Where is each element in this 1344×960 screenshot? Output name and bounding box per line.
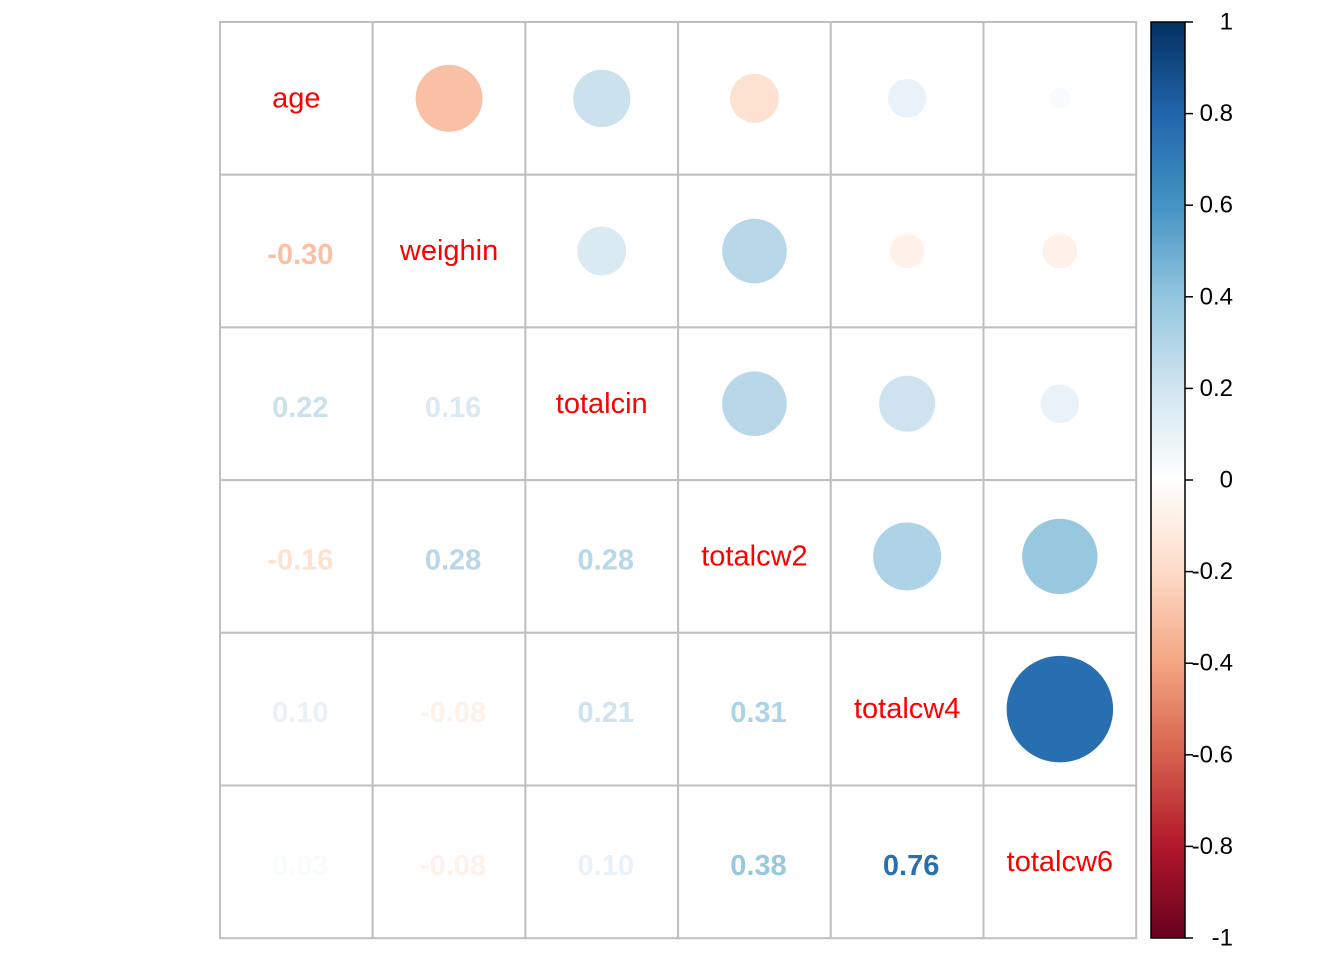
correlation-circle [415, 64, 483, 132]
coefficient-label: 0.03 [272, 850, 328, 882]
correlation-circle [722, 371, 787, 437]
coefficient-label: -0.16 [267, 544, 333, 576]
colorbar-tick-label: -0.4 [1192, 650, 1233, 677]
matrix-cell [677, 479, 832, 634]
coefficient-label: -0.08 [420, 850, 486, 882]
correlation-circle [573, 69, 631, 127]
correlation-circle [730, 73, 779, 123]
colorbar: 1 0.8 0.6 0.4 0.2 0 -0.2 -0.4 -0.6 -0.8 -1 [1150, 9, 1233, 952]
coefficient-label: 0.76 [883, 850, 939, 882]
correlation-circle [1022, 518, 1098, 595]
matrix-cell [829, 631, 985, 787]
matrix-cell [371, 173, 527, 329]
matrix-cell [371, 479, 527, 634]
colorbar-tick-label: 0.2 [1200, 375, 1233, 402]
correlation-circle [887, 79, 927, 118]
matrix-cell [677, 784, 832, 940]
coefficient-label: 0.31 [730, 697, 786, 729]
colorbar-gradient [1150, 21, 1186, 939]
matrix-cell [219, 784, 374, 940]
correlation-circle [1040, 384, 1080, 424]
colorbar-tick-label: 0 [1220, 467, 1233, 494]
coefficient-label: 0.16 [425, 392, 481, 424]
coefficient-label: 0.38 [730, 850, 786, 882]
correlation-circle [889, 233, 925, 269]
coefficient-label: 0.10 [578, 850, 634, 882]
correlation-circle [577, 226, 627, 276]
matrix-cell [219, 21, 374, 176]
variable-label: totalcw6 [1007, 846, 1113, 878]
colorbar-tick-label: 0.6 [1200, 192, 1233, 219]
matrix-cell [982, 784, 1138, 940]
correlation-marks: age -0.30 weighin 0.22 0.16 totalcin -0.16 0.28… [267, 64, 1114, 882]
matrix-cell [524, 479, 680, 634]
colorbar-tick-label: -0.8 [1192, 833, 1233, 860]
matrix-cell [219, 326, 374, 482]
colorbar-tick-label: -0.6 [1192, 741, 1233, 768]
coefficient-label: 0.28 [578, 544, 634, 576]
matrix-grid [219, 21, 1138, 940]
matrix-cell [219, 631, 374, 787]
variable-label: totalcin [556, 388, 648, 420]
coefficient-label: 0.21 [578, 697, 634, 729]
coefficient-label: -0.30 [267, 239, 333, 271]
variable-label: totalcw4 [854, 693, 960, 725]
correlation-circle [1006, 655, 1114, 763]
correlation-circle [873, 522, 942, 591]
coefficient-label: 0.22 [272, 392, 328, 424]
matrix-cell [829, 784, 985, 940]
variable-label: weighin [399, 235, 498, 267]
matrix-cell [371, 326, 527, 482]
colorbar-tick-label: 0.4 [1200, 283, 1233, 310]
matrix-cell [677, 631, 832, 787]
correlation-circle [1042, 233, 1078, 269]
variable-label: age [272, 82, 320, 114]
correlation-circle [722, 218, 787, 284]
colorbar-tick-label: -1 [1212, 925, 1233, 952]
coefficient-label: -0.08 [420, 697, 486, 729]
matrix-cell [524, 631, 680, 787]
correlation-circle [1049, 87, 1071, 109]
variable-label: totalcw2 [701, 540, 807, 572]
coefficient-label: 0.10 [272, 697, 328, 729]
colorbar-tick-label: -0.2 [1192, 558, 1233, 585]
colorbar-tick-label: 0.8 [1200, 100, 1233, 127]
matrix-cell [219, 479, 374, 634]
coefficient-label: 0.28 [425, 544, 481, 576]
correlation-circle [879, 375, 936, 432]
colorbar-tick-label: 1 [1220, 9, 1233, 36]
